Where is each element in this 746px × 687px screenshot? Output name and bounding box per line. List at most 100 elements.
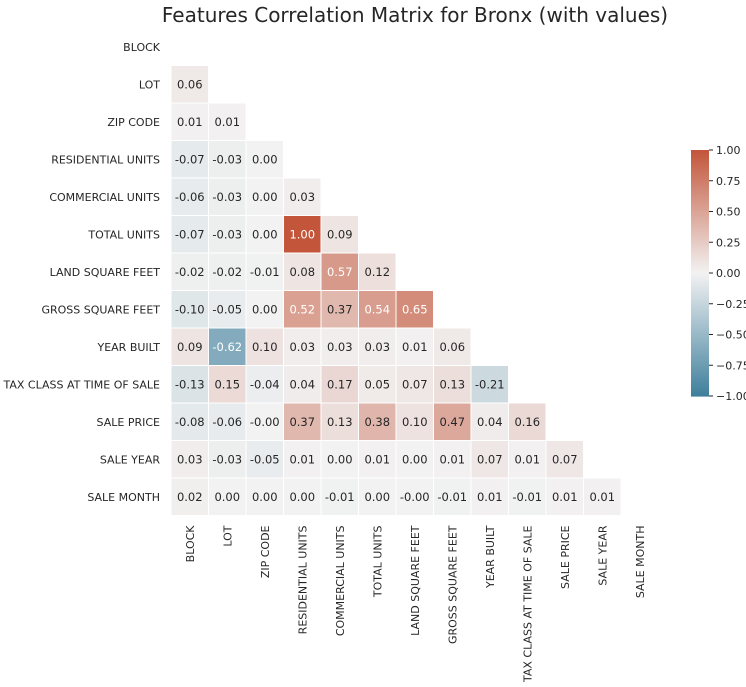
cell-value-label: -0.62 [212, 340, 242, 354]
cell-value-label: 0.01 [514, 452, 540, 466]
x-tick-label: TAX CLASS AT TIME OF SALE [521, 525, 534, 683]
colorbar-segment [691, 229, 709, 233]
heatmap-cell [545, 440, 584, 479]
colorbar-segment [691, 371, 709, 375]
cell-value-label: 0.07 [477, 452, 503, 466]
x-tick-label: SALE PRICE [559, 525, 572, 588]
colorbar-segment [691, 299, 709, 303]
colorbar-segment [691, 320, 709, 323]
colorbar-segment [691, 201, 709, 204]
colorbar-segment [691, 352, 709, 356]
cell-value-label: 0.13 [327, 415, 353, 429]
y-axis-labels: BLOCK LOT ZIP CODE RESIDENTIAL UNITS COMMERC… [2, 41, 160, 504]
colorbar-segment [691, 209, 709, 213]
colorbar-segment [691, 377, 709, 381]
y-tick-label: GROSS SQUARE FEET [41, 303, 160, 316]
colorbar-tick-label: −0.25 [716, 298, 746, 311]
heatmap-cell [470, 402, 509, 441]
colorbar-segment [691, 287, 709, 290]
cell-value-label: -0.21 [475, 377, 505, 391]
colorbar-segment [691, 260, 709, 264]
colorbar-segment [691, 301, 709, 305]
colorbar-segment [691, 344, 709, 348]
heatmap-cell [245, 402, 284, 441]
x-tick-label: SALE YEAR [596, 525, 609, 585]
colorbar-segment [691, 225, 709, 229]
colorbar-segment [691, 215, 709, 219]
x-tick-label: BLOCK [184, 525, 197, 563]
heatmap-cell [245, 477, 284, 516]
colorbar-segment [691, 311, 709, 315]
heatmap-cell [433, 402, 472, 441]
colorbar-segment [691, 291, 709, 295]
cell-value-label: 0.00 [214, 490, 240, 504]
cell-value-label: 0.03 [327, 340, 353, 354]
colorbar: 1.00 0.75 0.50 0.25 0.00 −0.25 −0.50 −0.75 −1.00 [691, 144, 746, 403]
heatmap-cell [170, 365, 209, 404]
heatmap-cell [208, 402, 247, 441]
y-tick-label: TOTAL UNITS [87, 228, 160, 241]
colorbar-segment [691, 213, 709, 217]
colorbar-segment [691, 309, 709, 313]
x-tick-label: SALE MONTH [634, 526, 647, 599]
x-tick-label: GROSS SQUARE FEET [446, 525, 459, 644]
colorbar-segment [691, 279, 709, 282]
colorbar-segment [691, 254, 709, 258]
cell-value-label: -0.03 [212, 227, 242, 241]
colorbar-segment [691, 326, 709, 329]
colorbar-segment [691, 252, 709, 256]
cell-value-label: 0.00 [252, 490, 278, 504]
colorbar-segment [691, 258, 709, 262]
cell-value-label: 0.03 [289, 340, 315, 354]
cell-value-label: 0.38 [364, 415, 390, 429]
colorbar-segment [691, 275, 709, 278]
cell-value-label: 0.01 [552, 490, 578, 504]
colorbar-segment [691, 270, 709, 274]
colorbar-segment [691, 340, 709, 344]
y-tick-label: SALE PRICE [97, 416, 160, 429]
cell-value-label: -0.05 [250, 452, 280, 466]
cell-value-label: 0.13 [439, 377, 465, 391]
cell-value-label: -0.02 [175, 265, 205, 279]
colorbar-segment [691, 375, 709, 379]
colorbar-segment [691, 268, 709, 272]
heatmap-cell [170, 402, 209, 441]
heatmap-cell [283, 440, 322, 479]
colorbar-segment [691, 238, 709, 241]
y-tick-label: COMMERCIAL UNITS [49, 191, 160, 204]
cell-value-label: 0.10 [402, 415, 428, 429]
colorbar-segment [691, 236, 709, 239]
y-tick-label: BLOCK [123, 41, 161, 54]
heatmap-cell [283, 402, 322, 441]
heatmap-cell [245, 140, 284, 179]
colorbar-segment [691, 164, 709, 167]
cell-value-label: 0.15 [214, 377, 240, 391]
cell-value-label: -0.01 [325, 490, 355, 504]
cell-value-label: -0.01 [437, 490, 467, 504]
heatmap-cell [433, 477, 472, 516]
heatmap-cell [358, 290, 397, 329]
colorbar-segment [691, 373, 709, 377]
heatmap-cell [545, 477, 584, 516]
colorbar-segment [691, 273, 709, 276]
colorbar-segment [691, 342, 709, 346]
cell-value-label: 0.07 [402, 377, 428, 391]
x-tick-label: LOT [221, 525, 234, 546]
heatmap-cell [508, 402, 547, 441]
cell-value-label: -0.10 [175, 302, 205, 316]
colorbar-segment [691, 248, 709, 252]
cell-value-label: 0.16 [514, 415, 540, 429]
heatmap-cell [395, 290, 434, 329]
colorbar-segment [691, 186, 709, 190]
heatmap-cell [208, 477, 247, 516]
cell-value-label: 0.04 [289, 377, 315, 391]
colorbar-segment [691, 346, 709, 350]
colorbar-segment [691, 195, 709, 198]
colorbar-segment [691, 363, 709, 366]
colorbar-segment [691, 158, 709, 161]
cell-value-label: -0.03 [212, 190, 242, 204]
colorbar-segment [691, 150, 709, 153]
heatmap-cell [283, 215, 322, 254]
cell-value-label: -0.08 [175, 415, 205, 429]
colorbar-segment [691, 385, 709, 389]
